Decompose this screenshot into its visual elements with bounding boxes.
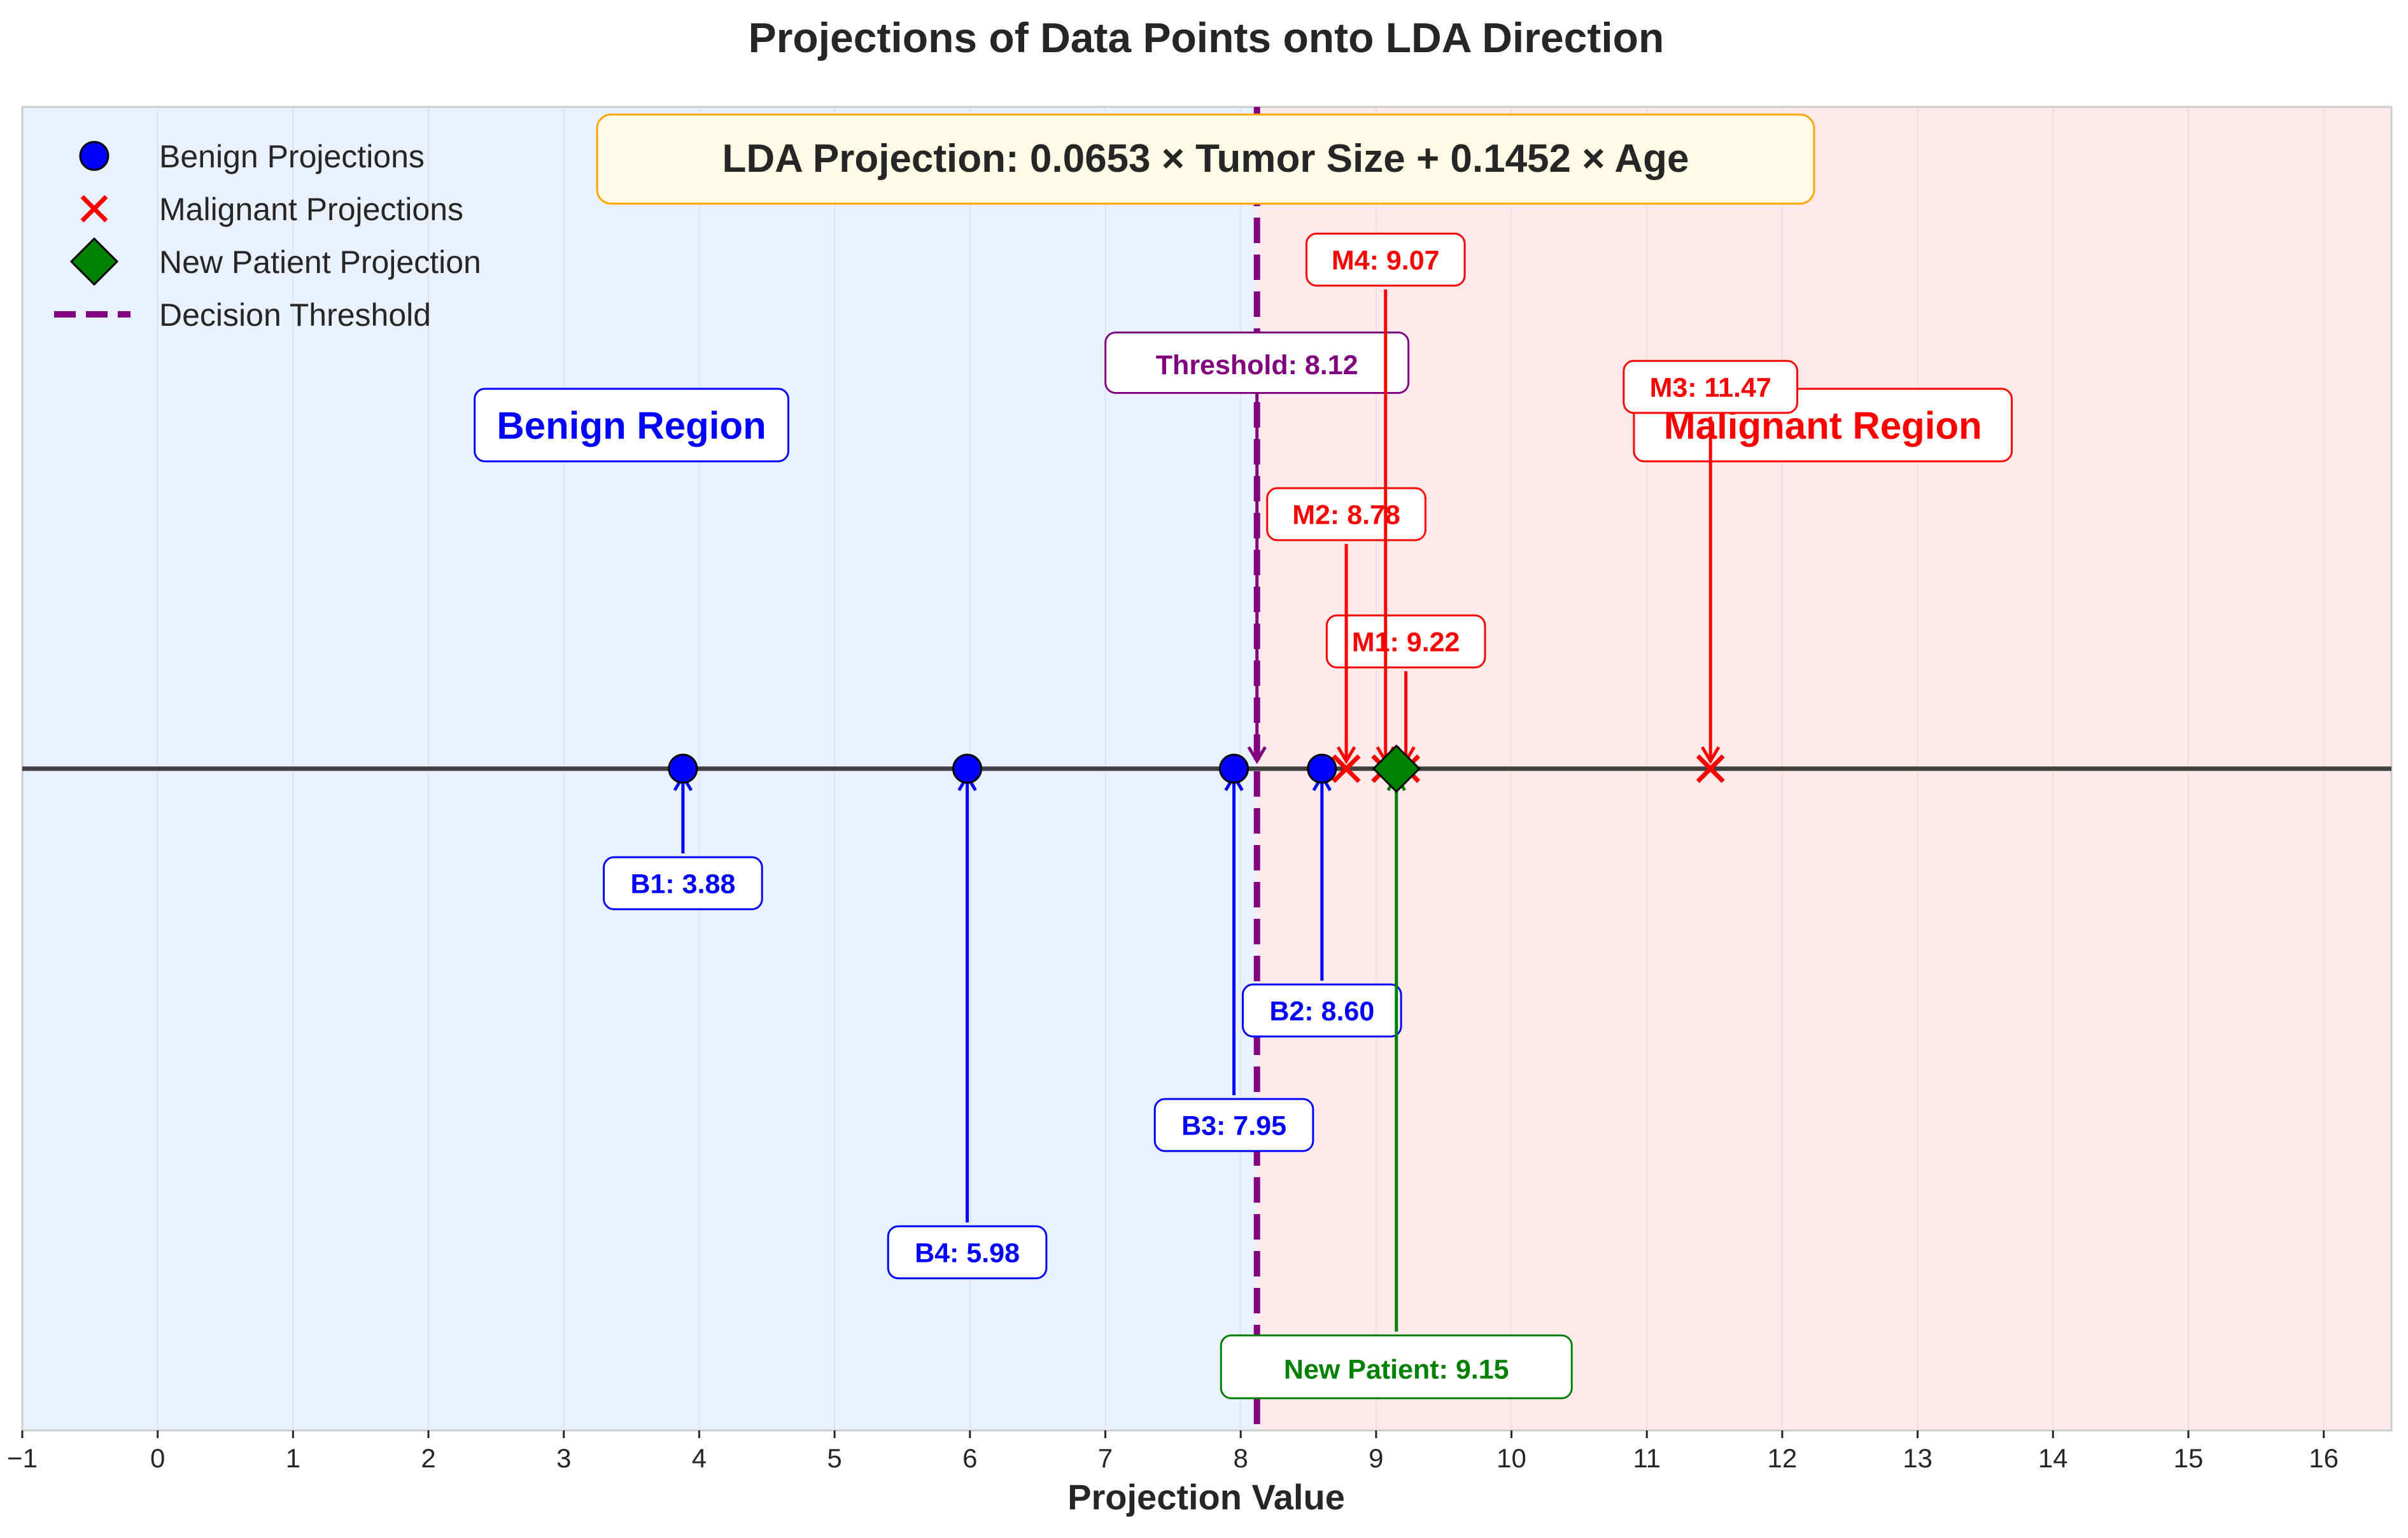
benign-region-label: Benign Region	[474, 388, 789, 463]
b4-label: B4: 5.98	[887, 1225, 1048, 1280]
b3-label: B3: 7.95	[1153, 1098, 1314, 1152]
ticks-layer: −1 0 1 2 3 4 5 6 7 8 9 10 11 12 13 14 15 16	[7, 1430, 2339, 1473]
x-tick-label: 10	[1496, 1443, 1526, 1473]
m2-label: M2: 8.78	[1266, 487, 1426, 542]
threshold-label: Threshold: 8.12	[1104, 332, 1410, 394]
m4-label: M4: 9.07	[1305, 232, 1466, 287]
axis-line-layer	[22, 107, 2391, 1430]
x-tick-label: 0	[150, 1443, 165, 1473]
x-tick-label: 4	[692, 1443, 707, 1473]
x-tick-label: −1	[7, 1443, 38, 1473]
decision-threshold-legend-text: Decision Threshold	[159, 297, 431, 333]
m3-label-box	[1623, 360, 1799, 414]
b2-point	[1307, 753, 1337, 784]
b1-point	[668, 753, 698, 784]
x-tick-label: 6	[962, 1443, 977, 1473]
new-patient-projection-legend-marker	[69, 237, 119, 286]
benign-projections-legend-marker	[79, 141, 109, 171]
m3-x-stroke-b	[1696, 754, 1725, 783]
b3-label-box	[1153, 1098, 1314, 1152]
m1-label-box	[1325, 614, 1486, 669]
b2-label: B2: 8.60	[1241, 983, 1402, 1038]
m2-x-stroke-b	[1332, 754, 1361, 783]
x-tick-label: 15	[2174, 1443, 2204, 1473]
m1-label: M1: 9.22	[1325, 614, 1486, 669]
b4-label-text: B4: 5.98	[915, 1238, 1020, 1268]
new-patient-projection-legend-text: New Patient Projection	[159, 244, 481, 280]
malignant-projections-legend-text: Malignant Projections	[159, 192, 463, 227]
m4-label-box	[1305, 232, 1466, 287]
threshold-label-box	[1104, 332, 1410, 394]
marks-layer	[668, 744, 1725, 793]
m3-annotation-arrowhead	[1701, 746, 1721, 764]
threshold-annotation-arrowhead	[1247, 746, 1267, 764]
x-tick-label: 9	[1369, 1443, 1383, 1473]
b1-label: B1: 3.88	[603, 856, 763, 911]
new-label-box	[1220, 1334, 1573, 1399]
b2-label-text: B2: 8.60	[1269, 996, 1374, 1026]
b1-label-box	[603, 856, 763, 911]
m2-point	[1332, 754, 1361, 783]
x-tick-label: 14	[2038, 1443, 2068, 1473]
b3-label-text: B3: 7.95	[1181, 1110, 1286, 1141]
malignant-projections-legend-marker	[80, 195, 108, 223]
m3-label-text: M3: 11.47	[1650, 372, 1771, 403]
x-tick-label: 8	[1233, 1443, 1248, 1473]
x-tick-label: 7	[1098, 1443, 1113, 1473]
benign-projections-legend-text: Benign Projections	[159, 139, 425, 174]
formula-box: LDA Projection: 0.0653 × Tumor Size + 0.…	[596, 113, 1815, 205]
b4-label-box	[887, 1225, 1048, 1280]
legend: Benign Projections Malignant Projections N…	[54, 139, 481, 333]
x-tick-label: 2	[421, 1443, 435, 1473]
threshold-label-text: Threshold: 8.12	[1156, 350, 1358, 381]
x-axis-label: Projection Value	[1067, 1477, 1345, 1517]
chart-title: Projections of Data Points onto LDA Dire…	[749, 14, 1665, 61]
malignant-projections-legend-x-b	[80, 195, 108, 223]
benign-region-label-text: Benign Region	[496, 405, 766, 447]
new-point	[1372, 744, 1421, 793]
benign-region-label-box	[474, 388, 789, 463]
b3-point	[1219, 753, 1250, 784]
m3-point	[1696, 754, 1725, 783]
b2-label-box	[1241, 983, 1402, 1038]
m3-label: M3: 11.47	[1623, 360, 1799, 414]
b1-label-text: B1: 3.88	[630, 869, 735, 899]
x-tick-label: 13	[1903, 1443, 1933, 1473]
b4-point	[952, 753, 983, 784]
x-tick-label: 5	[827, 1443, 841, 1473]
m1-label-text: M1: 9.22	[1352, 627, 1460, 657]
m2-annotation-arrowhead	[1336, 746, 1356, 764]
m2-label-text: M2: 8.78	[1292, 500, 1400, 530]
x-tick-label: 16	[2309, 1443, 2339, 1473]
x-tick-label: 1	[286, 1443, 300, 1473]
new-label: New Patient: 9.15	[1220, 1334, 1573, 1399]
x-tick-label: 3	[556, 1443, 571, 1473]
m4-label-text: M4: 9.07	[1332, 245, 1440, 276]
x-tick-label: 11	[1633, 1443, 1661, 1473]
formula-text: LDA Projection: 0.0653 × Tumor Size + 0.…	[722, 137, 1689, 181]
x-tick-label: 12	[1768, 1443, 1798, 1473]
new-label-text: New Patient: 9.15	[1284, 1355, 1509, 1385]
